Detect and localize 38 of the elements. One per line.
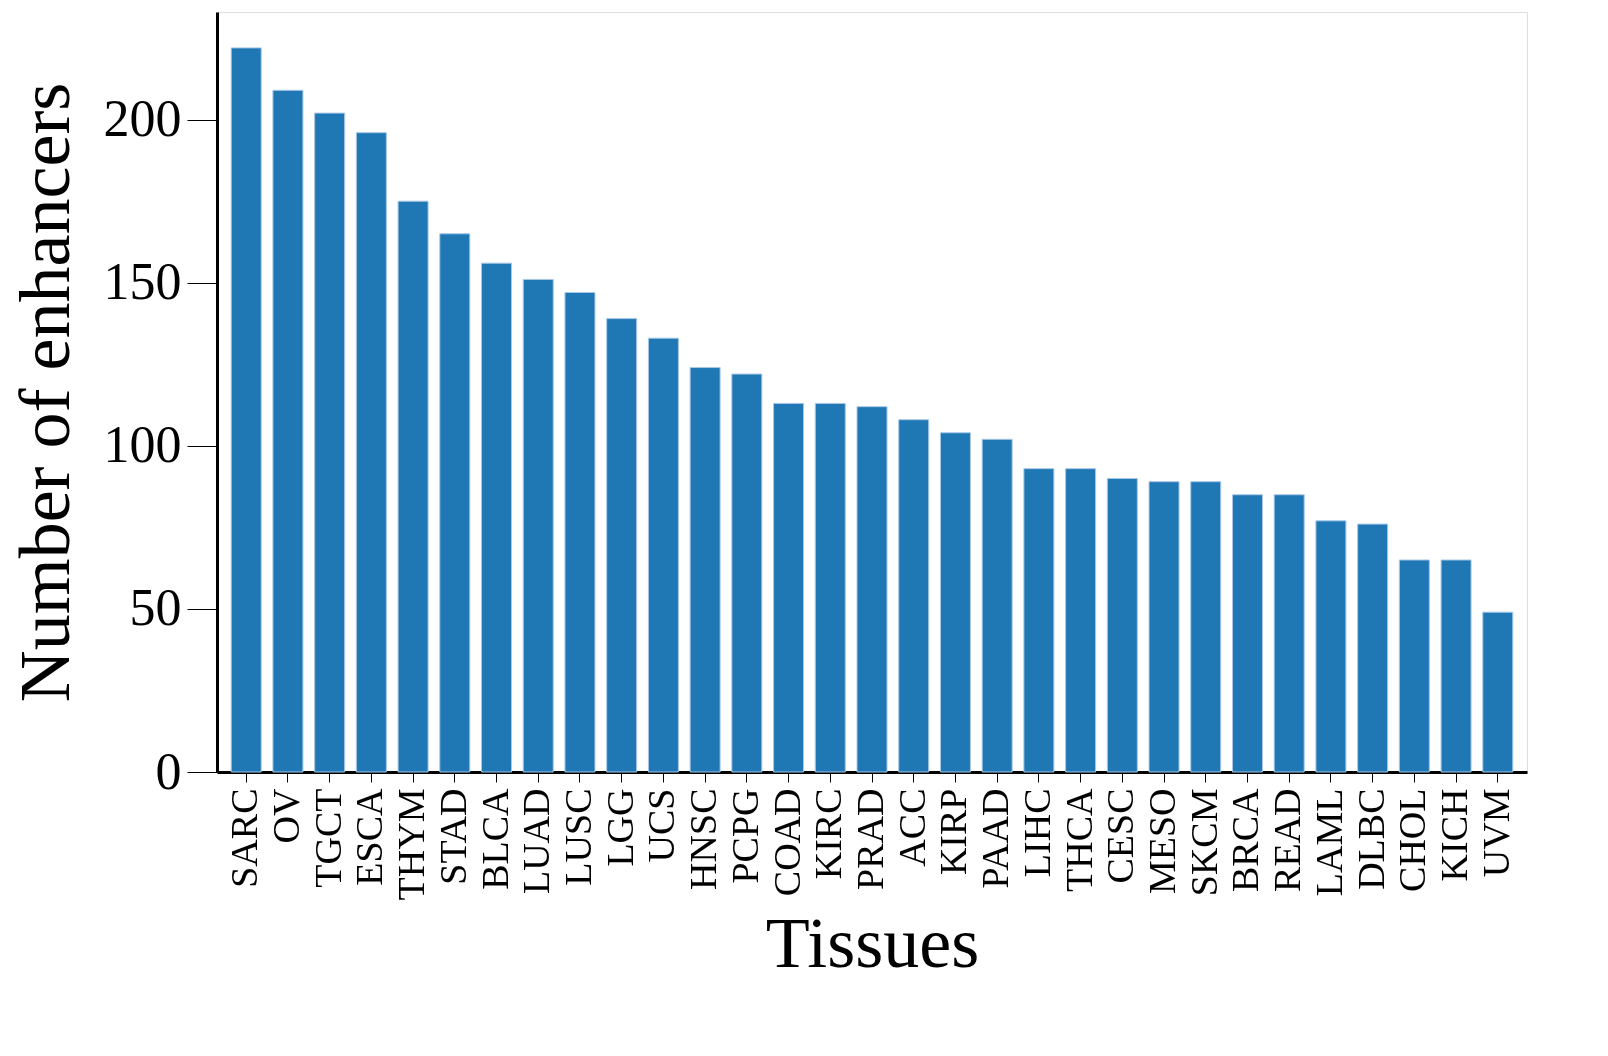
x-tick-label: LGG <box>598 788 641 867</box>
x-tick-label: SARC <box>223 788 266 888</box>
x-tick-label: KIRP <box>932 788 975 876</box>
x-axis-title: Tissues <box>765 903 980 984</box>
x-tick-label: UVM <box>1474 788 1517 878</box>
x-tick-label: MESO <box>1141 788 1184 895</box>
x-tick-label: BLCA <box>473 787 516 890</box>
x-tick-label: READ <box>1266 788 1309 892</box>
x-tick-label: CESC <box>1099 788 1142 884</box>
x-tick-label: SKCM <box>1182 788 1225 897</box>
x-tick-label: HNSC <box>682 788 725 890</box>
x-tick-label: UCS <box>640 788 683 863</box>
x-tick-label: LAML <box>1307 788 1350 897</box>
x-tick-label: ACC <box>890 788 933 867</box>
x-tick-label: PCPG <box>723 788 766 884</box>
x-tick-label: COAD <box>765 788 808 897</box>
x-tick-label: CHOL <box>1391 788 1434 892</box>
y-axis-title: Number of enhancers <box>4 82 85 703</box>
y-tick-label: 150 <box>103 253 182 311</box>
x-tick-label: THYM <box>390 788 433 901</box>
y-tick-label: 100 <box>103 416 182 474</box>
x-tick-label: OV <box>264 787 307 844</box>
y-tick-label: 50 <box>129 579 182 637</box>
x-tick-label: THCA <box>1057 787 1100 892</box>
x-tick-label: TGCT <box>306 788 349 888</box>
x-tick-label: STAD <box>431 788 474 885</box>
x-tick-label: DLBC <box>1349 788 1392 890</box>
y-tick-label: 0 <box>155 742 182 800</box>
x-tick-label: PRAD <box>849 788 891 890</box>
x-tick-label: LUSC <box>556 788 599 886</box>
x-tick-label: KICH <box>1433 788 1476 882</box>
x-tick-label: PAAD <box>974 788 1017 889</box>
x-tick-label: KIRC <box>807 788 850 880</box>
x-tick-label: LIHC <box>1015 788 1058 878</box>
x-tick-label: ESCA <box>348 787 391 886</box>
x-tick-label: LUAD <box>515 788 558 895</box>
y-tick-label: 200 <box>103 90 182 148</box>
x-tick-label: BRCA <box>1224 787 1267 892</box>
